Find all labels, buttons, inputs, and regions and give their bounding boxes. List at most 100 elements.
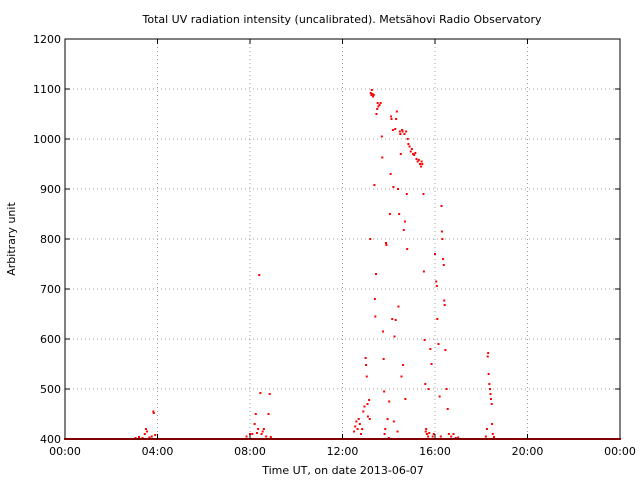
data-point	[393, 335, 396, 338]
data-point	[412, 153, 415, 155]
data-point	[377, 105, 380, 108]
data-point	[152, 412, 155, 414]
data-point	[253, 423, 256, 425]
data-point	[146, 430, 149, 433]
data-point	[404, 398, 407, 400]
grid	[65, 39, 620, 439]
data-point	[262, 428, 265, 430]
data-point	[440, 205, 443, 207]
y-tick-label: 400	[40, 433, 61, 446]
data-point	[260, 433, 263, 435]
data-point	[261, 430, 264, 433]
data-point	[401, 129, 404, 131]
data-point	[375, 113, 378, 115]
data-point	[144, 428, 147, 430]
data-point	[489, 393, 492, 395]
y-tick-label: 1000	[33, 133, 61, 146]
data-point	[443, 304, 446, 306]
data-point	[401, 130, 404, 133]
data-point	[387, 437, 390, 439]
x-axis-label: Time UT, on date 2013-06-07	[261, 464, 424, 477]
data-point	[435, 285, 438, 287]
data-point	[268, 393, 271, 395]
data-point	[422, 270, 425, 273]
data-point	[381, 156, 384, 159]
data-point	[382, 358, 385, 360]
data-point	[445, 388, 448, 390]
data-point	[378, 104, 381, 106]
data-point	[360, 433, 362, 435]
data-point	[143, 433, 146, 435]
data-point	[414, 152, 417, 154]
axis-ticks: 00:00 04:00 08:00 12:00 16:00 20:00 00:0040050…	[33, 33, 636, 458]
data-point	[373, 184, 376, 186]
data-point	[441, 238, 444, 240]
data-point	[489, 398, 492, 400]
x-tick-label: 20:00	[512, 445, 544, 458]
data-point	[395, 110, 398, 113]
data-point	[371, 93, 374, 95]
y-tick-label: 900	[40, 183, 61, 196]
data-point	[427, 388, 430, 390]
data-point	[436, 318, 439, 320]
data-point	[416, 160, 419, 163]
data-point	[138, 436, 140, 438]
data-point	[439, 435, 442, 438]
data-point	[399, 133, 402, 135]
data-point	[395, 118, 398, 120]
data-point	[366, 415, 369, 418]
data-point	[424, 383, 427, 385]
x-tick-label: 12:00	[327, 445, 359, 458]
data-point	[372, 94, 375, 96]
data-point	[385, 244, 388, 246]
data-point	[365, 364, 368, 366]
chart-title: Total UV radiation intensity (uncalibrat…	[142, 13, 542, 26]
data-point	[368, 418, 371, 420]
data-point	[388, 213, 391, 215]
data-point	[402, 229, 405, 231]
data-point	[406, 138, 409, 140]
data-point	[403, 133, 406, 135]
data-point	[397, 305, 400, 308]
data-point	[386, 418, 389, 420]
data-point	[254, 413, 257, 415]
data-point	[384, 428, 387, 430]
data-point	[489, 388, 492, 390]
data-point	[440, 230, 443, 233]
data-point	[364, 357, 367, 359]
data-point	[407, 143, 410, 145]
data-point	[422, 193, 425, 195]
data-point	[148, 436, 151, 439]
data-point	[362, 410, 365, 413]
data-point	[447, 433, 450, 435]
data-point	[418, 163, 421, 165]
data-point	[383, 390, 386, 393]
data-point	[368, 399, 371, 401]
data-point	[356, 428, 359, 430]
data-point	[435, 280, 438, 283]
data-point	[431, 435, 434, 438]
data-point	[373, 298, 376, 300]
data-point	[392, 420, 395, 423]
data-point	[370, 94, 373, 96]
data-point	[384, 242, 387, 244]
data-point	[434, 253, 436, 255]
data-point	[442, 264, 445, 266]
data-point	[390, 118, 393, 120]
data-point	[428, 432, 431, 434]
data-point	[370, 89, 373, 91]
data-point	[392, 186, 395, 188]
data-point	[438, 395, 441, 398]
data-point	[390, 115, 393, 118]
data-point	[444, 349, 447, 351]
x-tick-label: 08:00	[234, 445, 266, 458]
data-point	[391, 129, 394, 131]
data-point	[394, 128, 397, 130]
data-point	[424, 430, 427, 433]
data-point	[375, 273, 378, 275]
data-point	[430, 363, 433, 365]
data-point	[258, 274, 261, 276]
data-point	[420, 165, 423, 168]
data-point	[363, 405, 366, 408]
